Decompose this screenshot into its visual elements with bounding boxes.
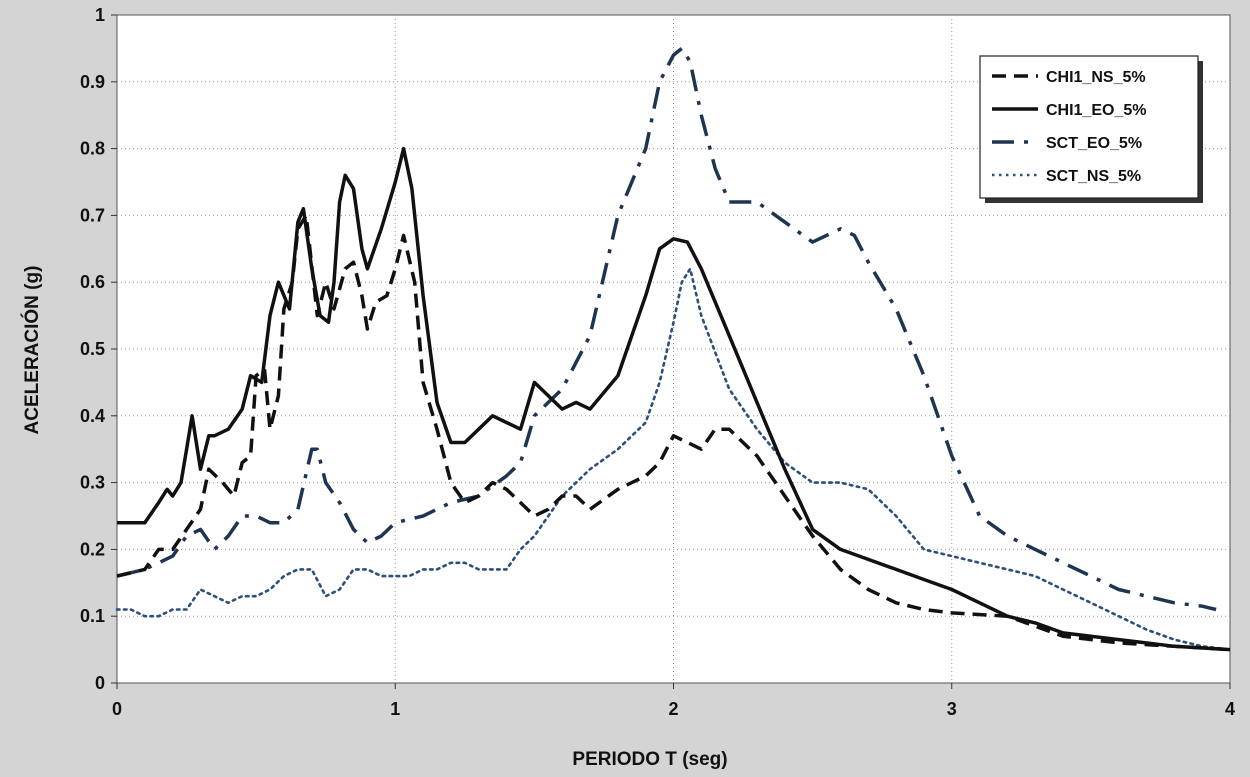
- legend-box: [979, 55, 1199, 199]
- y-tick-label: 0.2: [80, 539, 105, 559]
- legend-label: CHI1_EO_5%: [1046, 102, 1147, 119]
- series-line-sct-ns-5-: [115, 267, 1232, 651]
- series-layer: [115, 46, 1232, 652]
- x-tick-label: 1: [390, 699, 400, 719]
- x-tick-label: 2: [668, 699, 678, 719]
- y-tick-label: 0.5: [80, 339, 105, 359]
- series-line-chi1-ns-5-: [116, 213, 1231, 652]
- y-tick-label: 0.3: [80, 473, 105, 493]
- gridlines: [117, 15, 1230, 683]
- legend-label: SCT_EO_5%: [1046, 135, 1142, 152]
- y-tick-label: 1: [95, 5, 105, 25]
- y-tick-label: 0: [95, 673, 105, 693]
- x-axis-title: PERIODO T (seg): [572, 749, 727, 770]
- legend-label: CHI1_NS_5%: [1046, 69, 1146, 86]
- y-tick-label: 0.9: [80, 72, 105, 92]
- y-axis-title: ACELERACIÓN (g): [21, 266, 43, 435]
- x-tick-label: 0: [112, 699, 122, 719]
- y-tick-label: 0.6: [80, 272, 105, 292]
- y-axis-ticks: 0 0.1 0.2 0.3 0.4 0.5 0.6 0.7 0.8 0.9 1: [80, 5, 117, 693]
- series-line-sct-eo-5-: [116, 46, 1217, 612]
- legend-label: SCT_NS_5%: [1046, 168, 1141, 185]
- x-tick-label: 3: [947, 699, 957, 719]
- x-tick-label: 4: [1225, 699, 1235, 719]
- legend: CHI1_NS_5% CHI1_EO_5% SCT_EO_5% SCT_NS_5%: [979, 55, 1203, 203]
- y-tick-label: 0.1: [80, 606, 105, 626]
- x-axis-ticks: 0 1 2 3 4: [112, 683, 1235, 719]
- y-tick-label: 0.8: [80, 139, 105, 159]
- y-tick-label: 0.7: [80, 205, 105, 225]
- series-line-chi1-eo-5-: [117, 146, 1231, 652]
- y-tick-label: 0.4: [80, 406, 105, 426]
